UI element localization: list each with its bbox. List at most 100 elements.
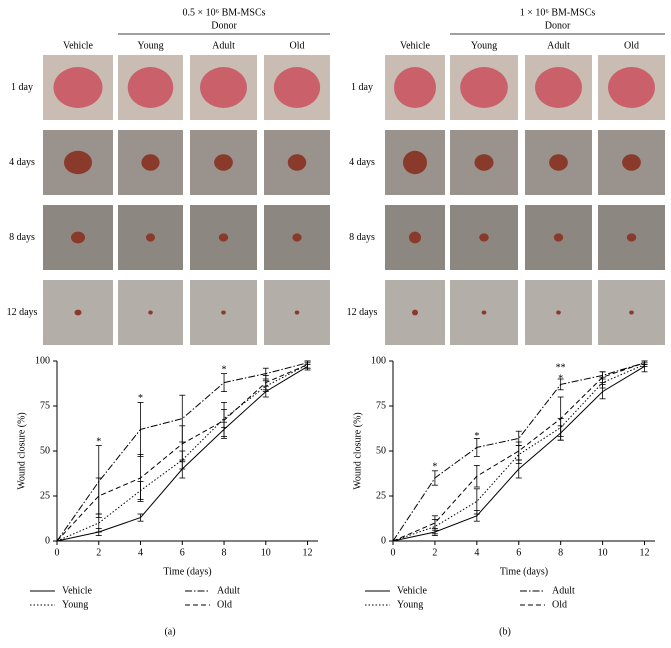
wound	[148, 310, 153, 315]
wound	[549, 154, 568, 171]
series-line	[56, 364, 308, 542]
x-tick-label: 0	[391, 547, 396, 558]
row-label: 12 days	[7, 307, 38, 318]
legend-label: Old	[217, 599, 232, 610]
legend-label: Vehicle	[62, 585, 93, 596]
wound	[553, 233, 564, 242]
legend-label: Young	[397, 599, 423, 610]
error-bar	[304, 360, 311, 369]
significance-mark: *	[558, 373, 563, 384]
x-tick-label: 0	[55, 547, 60, 558]
x-tick-label: 10	[598, 547, 608, 558]
group-title: 0.5 × 10⁶ BM-MSCs	[182, 7, 265, 18]
row-label: 8 days	[349, 232, 375, 243]
y-tick-label: 100	[371, 355, 386, 366]
column-label: Vehicle	[63, 40, 94, 51]
wound	[622, 154, 641, 171]
wound	[64, 150, 92, 175]
wound	[292, 233, 302, 242]
wound	[294, 310, 300, 315]
row-label: 4 days	[349, 157, 375, 168]
x-tick-label: 2	[96, 547, 101, 558]
wound	[535, 67, 582, 108]
row-label: 12 days	[347, 307, 378, 318]
wound	[200, 67, 247, 108]
column-label: Adult	[547, 40, 570, 51]
column-label: Young	[471, 40, 497, 51]
x-tick-label: 4	[138, 547, 143, 558]
wound	[629, 310, 634, 315]
y-tick-label: 25	[376, 490, 386, 501]
column-label: Old	[624, 40, 639, 51]
wound	[141, 154, 160, 171]
wound	[479, 233, 489, 242]
y-tick-label: 50	[40, 445, 50, 456]
row-label: 1 day	[11, 82, 33, 93]
legend-label: Vehicle	[397, 585, 428, 596]
wound	[53, 67, 103, 108]
x-tick-label: 6	[516, 547, 521, 558]
group-title: 1 × 10⁶ BM-MSCs	[520, 7, 596, 18]
column-label: Vehicle	[400, 40, 431, 51]
wound	[287, 154, 307, 171]
row-label: 1 day	[351, 82, 373, 93]
panel-label: (b)	[499, 626, 511, 637]
column-label: Young	[137, 40, 163, 51]
wound	[608, 67, 655, 108]
error-bar	[473, 488, 480, 515]
y-axis-label: Wound closure (%)	[352, 412, 363, 490]
panel-label: (a)	[164, 626, 175, 637]
wound	[556, 310, 561, 315]
wound	[145, 233, 156, 242]
group-subtitle: Donor	[545, 20, 571, 31]
x-tick-label: 4	[474, 547, 479, 558]
x-tick-label: 2	[432, 547, 437, 558]
group-subtitle: Donor	[211, 20, 237, 31]
error-bar	[515, 441, 522, 461]
y-tick-label: 50	[376, 445, 386, 456]
y-tick-label: 75	[40, 400, 50, 411]
wound	[273, 67, 321, 108]
y-tick-label: 0	[381, 535, 386, 546]
legend-label: Young	[62, 599, 88, 610]
wound	[403, 150, 427, 175]
wound	[409, 231, 421, 244]
wound	[474, 154, 494, 171]
x-axis-label: Time (days)	[163, 566, 211, 577]
wound	[460, 67, 508, 108]
significance-mark: *	[474, 431, 479, 442]
wound	[394, 67, 436, 108]
row-label: 4 days	[9, 157, 35, 168]
wound	[74, 309, 82, 316]
wound	[412, 309, 418, 316]
significance-mark: *	[96, 436, 101, 447]
y-axis-label: Wound closure (%)	[16, 412, 27, 490]
wound	[71, 231, 85, 244]
x-tick-label: 12	[303, 547, 313, 558]
y-tick-label: 0	[45, 535, 50, 546]
significance-mark: **	[556, 362, 566, 373]
row-label: 8 days	[9, 232, 35, 243]
y-tick-label: 25	[40, 490, 50, 501]
significance-mark: *	[138, 393, 143, 404]
legend-label: Adult	[217, 585, 240, 596]
wound	[626, 233, 637, 242]
error-bar	[431, 515, 438, 531]
column-label: Old	[290, 40, 305, 51]
legend-label: Adult	[552, 585, 575, 596]
y-tick-label: 75	[376, 400, 386, 411]
x-tick-label: 6	[180, 547, 185, 558]
error-bar	[599, 371, 606, 384]
y-tick-label: 100	[35, 355, 50, 366]
significance-mark: *	[432, 461, 437, 472]
x-tick-label: 10	[261, 547, 271, 558]
wound	[218, 233, 229, 242]
wound	[481, 310, 487, 315]
x-tick-label: 8	[222, 547, 227, 558]
error-bar	[95, 477, 102, 515]
wound	[221, 310, 226, 315]
wound	[214, 154, 233, 171]
x-tick-label: 12	[640, 547, 650, 558]
column-label: Adult	[212, 40, 235, 51]
